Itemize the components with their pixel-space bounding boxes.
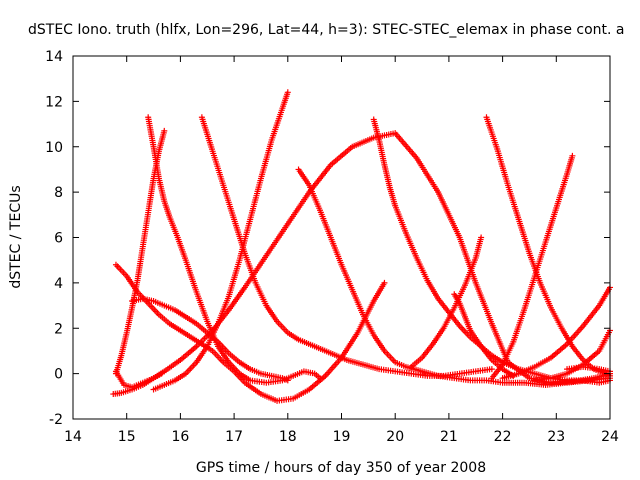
series-7 [150, 89, 291, 393]
series-9 [295, 166, 613, 388]
x-tick-label: 21 [440, 429, 458, 445]
x-tick-label: 23 [547, 429, 565, 445]
y-tick-label: 10 [45, 140, 63, 156]
x-tick-label: 14 [64, 429, 82, 445]
series-3 [112, 127, 168, 377]
series-14 [488, 152, 576, 382]
x-axis-label: GPS time / hours of day 350 of year 2008 [196, 460, 486, 476]
x-tick-label: 18 [279, 429, 297, 445]
data-point [478, 234, 485, 241]
x-tick-label: 15 [118, 429, 136, 445]
data-point [284, 89, 291, 96]
plot-frame [72, 55, 611, 420]
series-16 [531, 327, 613, 384]
series-12 [451, 291, 517, 379]
x-tick-label: 16 [171, 429, 189, 445]
data-point [317, 375, 324, 382]
series-11 [408, 234, 485, 370]
x-axis: 14 15 16 17 18 19 20 21 22 23 24 [64, 56, 619, 445]
y-axis-label: dSTEC / TECUs [8, 185, 24, 288]
y-tick-label: 12 [45, 94, 63, 110]
series-15 [499, 284, 613, 382]
plot-marks [110, 89, 613, 404]
series-4 [112, 261, 388, 404]
series-13 [483, 114, 613, 379]
y-tick-label: 14 [45, 49, 63, 65]
y-tick-label: -2 [49, 412, 63, 428]
data-point [488, 366, 495, 373]
x-tick-label: 20 [386, 429, 404, 445]
y-tick-label: 8 [54, 185, 63, 201]
series-6 [145, 114, 324, 386]
x-tick-label: 22 [494, 429, 512, 445]
series-2 [112, 368, 165, 391]
x-tick-label: 24 [601, 429, 619, 445]
x-tick-label: 17 [225, 429, 243, 445]
series-17 [564, 363, 613, 375]
chart-title: dSTEC Iono. truth (hlfx, Lon=296, Lat=44… [28, 22, 625, 38]
data-point [381, 279, 388, 286]
y-tick-label: 6 [54, 231, 63, 247]
y-axis: -2 0 2 4 6 8 10 12 14 [45, 49, 610, 428]
x-tick-label: 19 [333, 429, 351, 445]
data-point [158, 370, 165, 377]
data-point [161, 127, 168, 134]
series-10 [370, 116, 613, 386]
y-tick-label: 0 [54, 367, 63, 383]
data-point [569, 152, 576, 159]
y-tick-label: 2 [54, 321, 63, 337]
series-8 [198, 114, 495, 379]
y-tick-label: 4 [54, 276, 63, 292]
